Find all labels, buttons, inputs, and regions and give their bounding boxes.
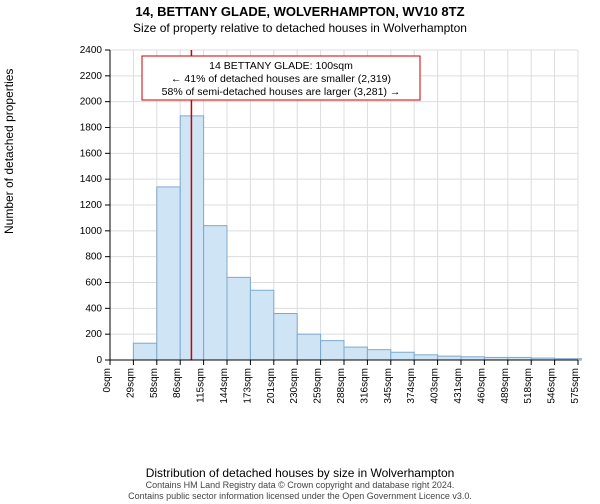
- annotation-line: 14 BETTANY GLADE: 100sqm: [209, 60, 353, 72]
- y-tick-label: 2400: [80, 45, 103, 56]
- title-main: 14, BETTANY GLADE, WOLVERHAMPTON, WV10 8…: [0, 4, 600, 19]
- histogram-bar: [204, 226, 227, 360]
- histogram-bar: [367, 350, 390, 360]
- x-tick-label: 29sqm: [125, 368, 136, 398]
- histogram-bar: [297, 334, 320, 360]
- chart-container: 0 200 400 600 800 1000 1200 1400 1600 1800 2000 220…: [52, 44, 582, 424]
- x-tick-label: 259sqm: [313, 368, 324, 404]
- histogram-bar: [157, 187, 180, 360]
- footer-line-2: Contains public sector information licen…: [0, 491, 600, 502]
- x-tick-label: 288sqm: [336, 368, 347, 404]
- x-tick-label: 173sqm: [242, 368, 253, 404]
- histogram-bar: [274, 314, 297, 361]
- x-tick-label: 460sqm: [476, 368, 487, 404]
- y-axis-label: Number of detached properties: [2, 69, 16, 234]
- x-tick-label: 345sqm: [383, 368, 394, 404]
- y-tick-label: 1200: [80, 200, 103, 211]
- histogram-bar: [250, 290, 273, 360]
- x-tick-label: 58sqm: [149, 368, 160, 398]
- y-tick-label: 1400: [80, 174, 103, 185]
- title-sub: Size of property relative to detached ho…: [0, 21, 600, 35]
- histogram-chart: 0 200 400 600 800 1000 1200 1400 1600 1800 2000 220…: [52, 44, 582, 424]
- annotation-line: 58% of semi-detached houses are larger (…: [162, 86, 401, 98]
- histogram-bar: [344, 347, 367, 360]
- y-tick-label: 2000: [80, 97, 103, 108]
- y-tick-label: 0: [96, 355, 102, 366]
- x-tick-label: 316sqm: [359, 368, 370, 404]
- y-tick-label: 2200: [80, 71, 103, 82]
- x-tick-label: 0sqm: [102, 368, 113, 392]
- footer-line-1: Contains HM Land Registry data © Crown c…: [0, 480, 600, 491]
- annotation-line: ← 41% of detached houses are smaller (2,…: [171, 73, 391, 85]
- x-tick-label: 201sqm: [266, 368, 277, 404]
- histogram-bar: [133, 343, 156, 360]
- y-tick-label: 800: [85, 252, 102, 263]
- footer-attribution: Contains HM Land Registry data © Crown c…: [0, 480, 600, 502]
- x-tick-label: 374sqm: [406, 368, 417, 404]
- histogram-bar: [321, 341, 344, 360]
- y-tick-label: 1000: [80, 226, 103, 237]
- histogram-bar: [414, 355, 437, 360]
- x-tick-label: 403sqm: [430, 368, 441, 404]
- x-tick-label: 518sqm: [523, 368, 534, 404]
- histogram-bar: [438, 356, 461, 360]
- histogram-bar: [578, 359, 582, 360]
- histogram-bar: [227, 277, 250, 360]
- x-tick-label: 575sqm: [570, 368, 581, 404]
- x-tick-label: 86sqm: [172, 368, 183, 398]
- y-tick-label: 1800: [80, 123, 103, 134]
- x-tick-label: 431sqm: [453, 368, 464, 404]
- y-tick-label: 1600: [80, 148, 103, 159]
- y-tick-label: 200: [85, 329, 102, 340]
- x-tick-label: 144sqm: [219, 368, 230, 404]
- y-tick-label: 400: [85, 303, 102, 314]
- x-axis-label: Distribution of detached houses by size …: [0, 466, 600, 480]
- x-tick-label: 489sqm: [500, 368, 511, 404]
- y-tick-label: 600: [85, 278, 102, 289]
- histogram-bar: [391, 352, 414, 360]
- x-tick-label: 230sqm: [289, 368, 300, 404]
- x-tick-label: 546sqm: [547, 368, 558, 404]
- x-tick-label: 115sqm: [196, 368, 207, 403]
